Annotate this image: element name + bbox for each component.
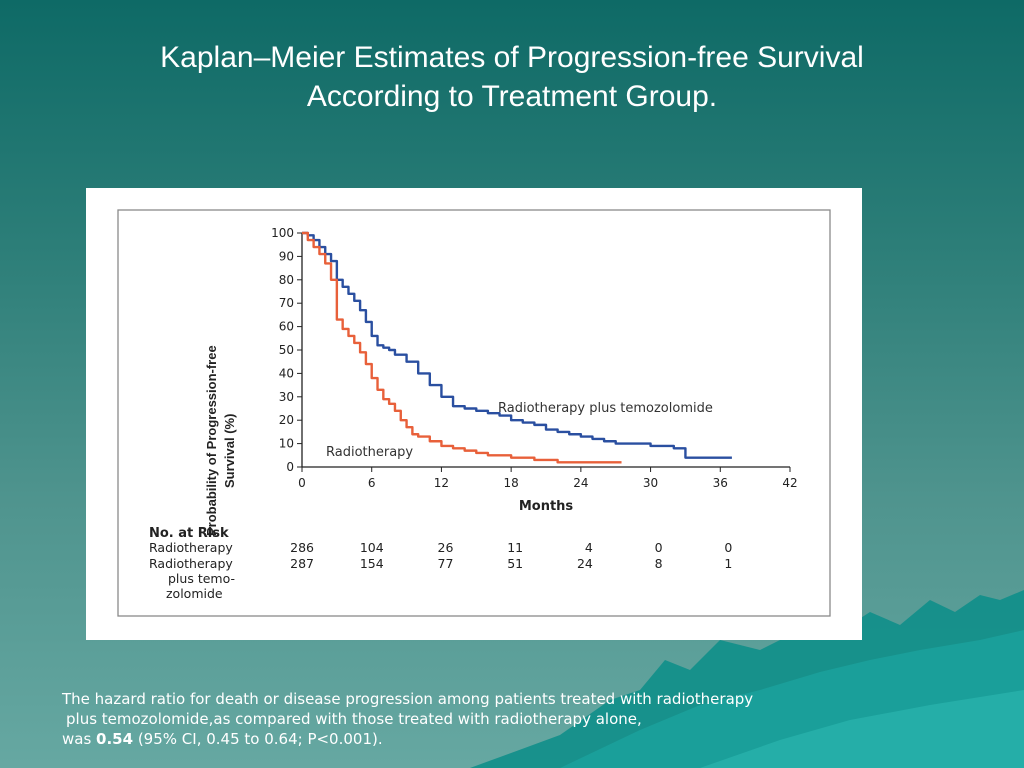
slide-title-line-2: According to Treatment Group. <box>306 80 718 113</box>
risk-value: 11 <box>507 540 523 555</box>
caption-suffix: (95% CI, 0.45 to 0.64; P<0.001). <box>133 730 383 748</box>
y-axis-label-line-2: Survival (%) <box>222 414 237 488</box>
caption: The hazard ratio for death or disease pr… <box>62 689 962 749</box>
y-tick-label: 90 <box>279 249 294 263</box>
risk-table-header: No. at Risk <box>149 526 229 541</box>
chart-axes: 0 6 12 18 24 30 36 42 0 10 20 30 40 50 60 70 80 90 100 <box>271 226 798 490</box>
x-tick-label: 42 <box>782 476 797 490</box>
risk-value: 4 <box>585 540 593 555</box>
risk-value: 8 <box>655 556 663 571</box>
risk-row-label: zolomide <box>166 586 223 601</box>
y-tick-label: 30 <box>279 390 294 404</box>
series-line-combined <box>302 231 732 459</box>
series-layer <box>302 231 732 464</box>
x-tick-label: 24 <box>573 476 588 490</box>
risk-value: 1 <box>724 556 732 571</box>
risk-row-label: Radiotherapy <box>149 540 233 555</box>
x-tick-label: 12 <box>434 476 449 490</box>
labels-layer: Probability of Progression-free Survival… <box>204 345 713 536</box>
x-tick-label: 18 <box>504 476 519 490</box>
risk-value: 26 <box>438 540 454 555</box>
y-tick-label: 100 <box>271 226 294 240</box>
y-tick-label: 70 <box>279 296 294 310</box>
risk-value: 286 <box>290 540 314 555</box>
y-tick-label: 0 <box>286 460 294 474</box>
chart-frame <box>117 209 831 617</box>
risk-value: 104 <box>360 540 384 555</box>
x-tick-label: 36 <box>713 476 728 490</box>
risk-row-label: plus temo- <box>168 571 235 586</box>
caption-line-3: was 0.54 (95% CI, 0.45 to 0.64; P<0.001)… <box>62 729 962 749</box>
y-tick-label: 10 <box>279 437 294 451</box>
x-axis-label: Months <box>519 499 574 514</box>
chart-panel: 0 6 12 18 24 30 36 42 0 10 20 30 40 50 60 70 80 90 100 Pro… <box>86 188 862 640</box>
risk-value: 0 <box>724 540 732 555</box>
risk-value: 77 <box>438 556 454 571</box>
x-tick-label: 30 <box>643 476 658 490</box>
y-tick-label: 20 <box>279 413 294 427</box>
caption-prefix: was <box>62 730 97 748</box>
risk-value: 287 <box>290 556 314 571</box>
y-tick-label: 60 <box>279 320 294 334</box>
series-label-radiotherapy: Radiotherapy <box>326 445 413 460</box>
y-tick-label: 80 <box>279 273 294 287</box>
slide-title-line-1: Kaplan–Meier Estimates of Progression-fr… <box>160 41 864 74</box>
x-tick-label: 0 <box>298 476 306 490</box>
hazard-ratio-value: 0.54 <box>96 730 134 748</box>
y-tick-label: 40 <box>279 366 294 380</box>
risk-table: No. at Risk Radiotherapy 286 104 26 11 4 0 0 Rad… <box>149 526 732 601</box>
risk-value: 24 <box>577 556 593 571</box>
risk-value: 51 <box>507 556 523 571</box>
caption-line-1: The hazard ratio for death or disease pr… <box>62 690 754 708</box>
y-axis-label-line-1: Probability of Progression-free <box>204 345 219 536</box>
series-line-radiotherapy <box>302 231 622 464</box>
y-tick-label: 50 <box>279 343 294 357</box>
risk-row-label: Radiotherapy <box>149 556 233 571</box>
x-tick-label: 6 <box>368 476 376 490</box>
risk-value: 154 <box>360 556 384 571</box>
caption-line-2: plus temozolomide,as compared with those… <box>66 710 642 728</box>
risk-value: 0 <box>655 540 663 555</box>
series-label-combined: Radiotherapy plus temozolomide <box>498 401 713 416</box>
slide-title: Kaplan–Meier Estimates of Progression-fr… <box>80 38 944 116</box>
